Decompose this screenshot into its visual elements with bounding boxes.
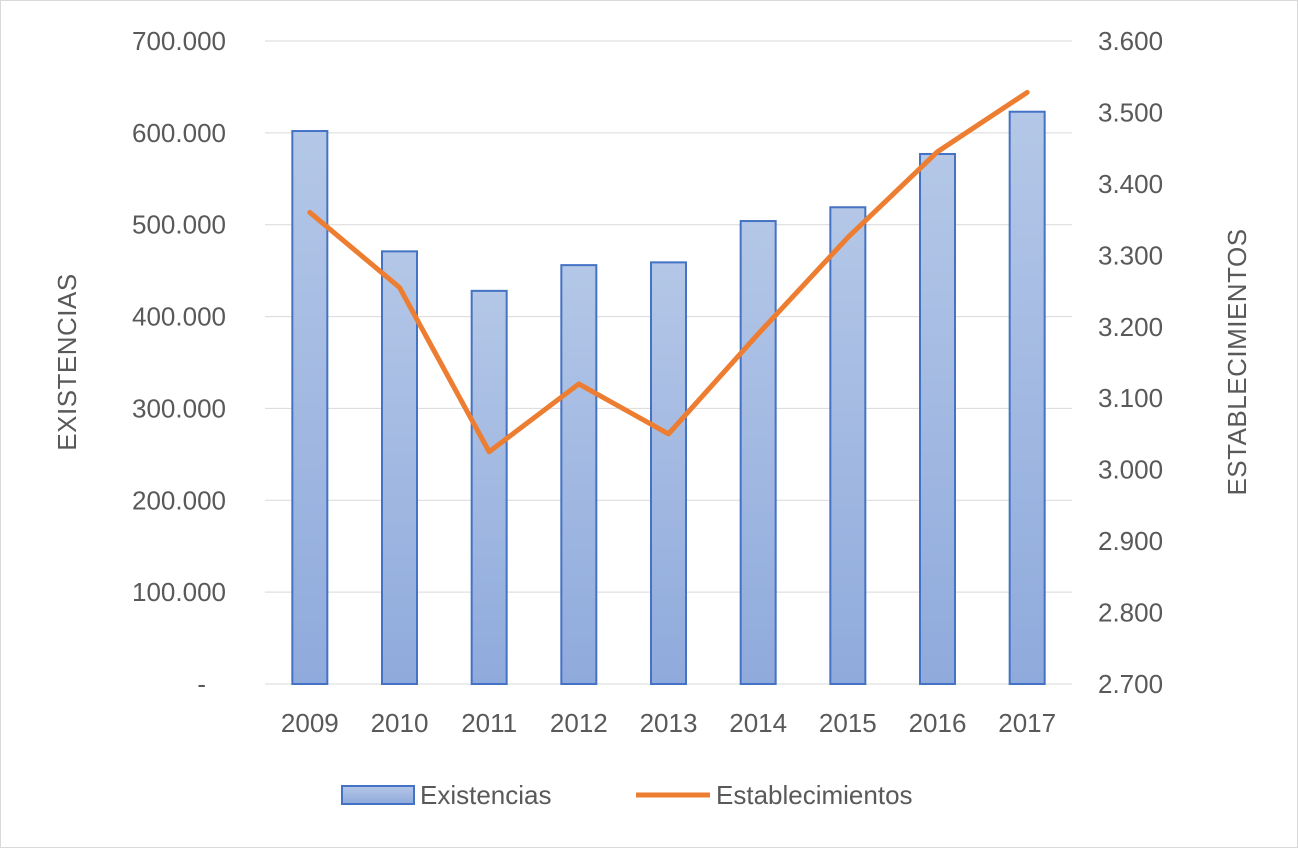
left-axis-title: EXISTENCIAS xyxy=(52,273,82,450)
bar-2013 xyxy=(650,261,687,685)
right-tick-label: 3.300 xyxy=(1098,240,1163,270)
legend: Existencias Establecimientos xyxy=(341,780,913,810)
x-tick-label: 2011 xyxy=(461,708,517,738)
left-tick-label: 600.000 xyxy=(132,118,226,148)
bar-series-existencias xyxy=(291,110,1046,686)
x-tick-label: 2017 xyxy=(998,708,1056,738)
x-axis-ticks: 2009 2010 2011 2012 2013 2014 2015 2016 2017 xyxy=(281,708,1056,738)
bar-2012 xyxy=(560,264,598,685)
line-series-establecimientos xyxy=(307,89,1030,455)
x-tick-label: 2013 xyxy=(640,708,698,738)
right-tick-label: 2.800 xyxy=(1098,598,1163,628)
left-tick-label: - xyxy=(197,669,206,699)
right-tick-label: 3.600 xyxy=(1098,26,1163,56)
legend-swatch-existencias xyxy=(341,785,415,805)
x-tick-label: 2014 xyxy=(729,708,787,738)
left-tick-label: 200.000 xyxy=(132,485,226,515)
right-tick-label: 3.200 xyxy=(1098,312,1163,342)
right-tick-label: 3.100 xyxy=(1098,383,1163,413)
bar-2011 xyxy=(470,289,508,685)
right-tick-label: 3.000 xyxy=(1098,455,1163,485)
bar-2016 xyxy=(919,152,956,685)
right-tick-label: 2.700 xyxy=(1098,669,1163,699)
x-tick-label: 2012 xyxy=(550,708,608,738)
x-tick-label: 2015 xyxy=(819,708,877,738)
right-axis-ticks: 2.700 2.800 2.900 3.000 3.100 3.200 3.300 3.400… xyxy=(1098,26,1163,699)
right-tick-label: 2.900 xyxy=(1098,526,1163,556)
left-tick-label: 300.000 xyxy=(132,393,226,423)
x-tick-label: 2009 xyxy=(281,708,339,738)
legend-label-establecimientos: Establecimientos xyxy=(716,780,913,810)
legend-label-existencias: Existencias xyxy=(420,780,552,810)
bar-2014 xyxy=(739,220,777,685)
right-tick-label: 3.500 xyxy=(1098,97,1163,127)
x-tick-label: 2016 xyxy=(909,708,967,738)
bar-2017 xyxy=(1008,110,1046,686)
left-tick-label: 500.000 xyxy=(132,210,226,240)
right-tick-label: 3.400 xyxy=(1098,169,1163,199)
bar-2015 xyxy=(829,206,867,686)
left-axis-ticks: - 100.000 200.000 300.000 400.000 500.000 600.… xyxy=(132,26,226,699)
right-axis-title: ESTABLECIMIENTOS xyxy=(1222,228,1252,495)
x-tick-label: 2010 xyxy=(371,708,429,738)
left-tick-label: 400.000 xyxy=(132,302,226,332)
left-tick-label: 700.000 xyxy=(132,26,226,56)
bar-2010 xyxy=(381,250,418,686)
left-tick-label: 100.000 xyxy=(132,577,226,607)
